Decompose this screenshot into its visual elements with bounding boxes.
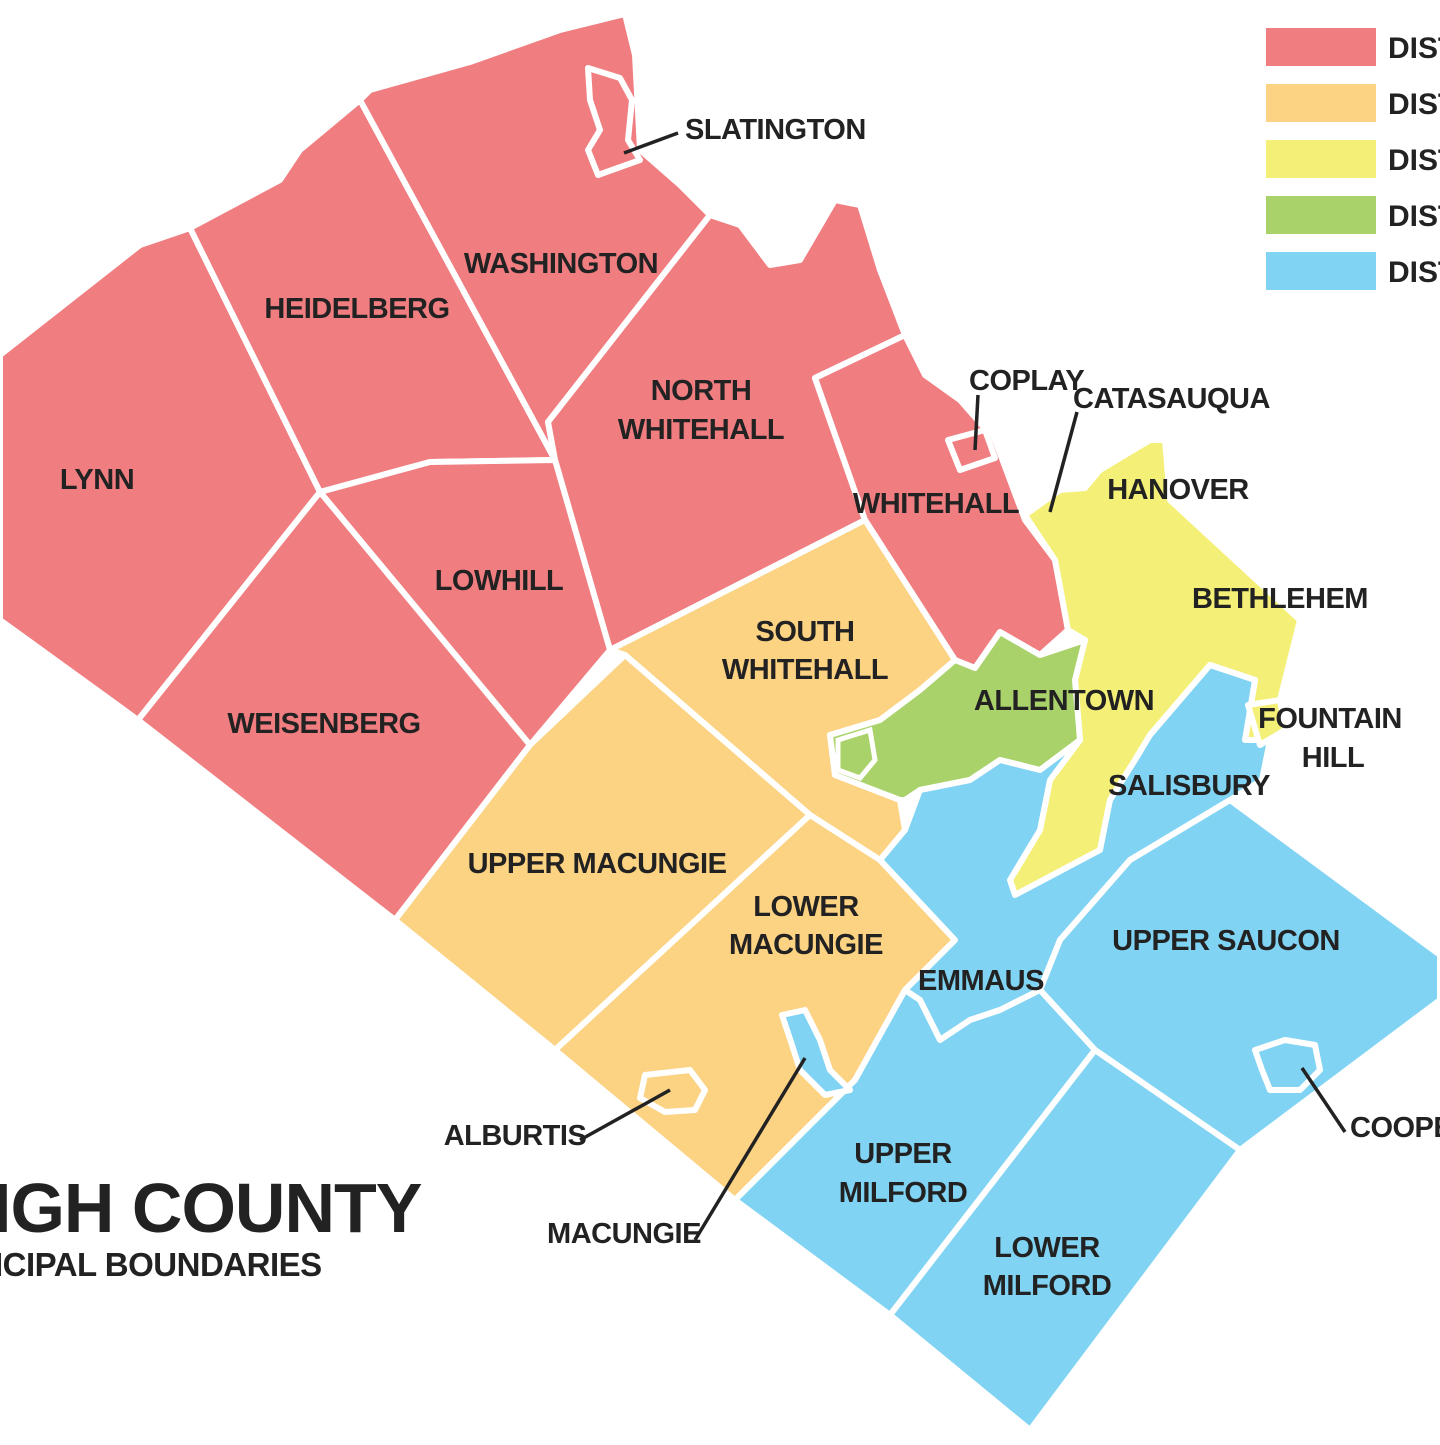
legend-swatch-4 — [1266, 196, 1376, 234]
region-lower-milford — [887, 1047, 1243, 1433]
label-lynn: LYNN — [60, 464, 134, 496]
label-south-whitehall-2: WHITEHALL — [722, 654, 888, 686]
label-bethlehem: BETHLEHEM — [1192, 583, 1368, 615]
label-coopersburg: COOPE — [1350, 1112, 1440, 1144]
label-lower-macungie-2: MACUNGIE — [729, 929, 883, 961]
legend-label-3: DIST — [1388, 144, 1440, 177]
leader-coopersburg — [1300, 1067, 1347, 1133]
region-upper-macungie — [392, 652, 813, 1053]
label-weisenberg: WEISENBERG — [227, 708, 420, 740]
label-slatington: SLATINGTON — [685, 114, 866, 146]
label-heidelberg: HEIDELBERG — [264, 293, 449, 325]
map-subtitle: ICIPAL BOUNDARIES — [0, 1246, 322, 1283]
leader-slatington — [623, 131, 679, 155]
label-upper-milford-1: UPPER — [854, 1138, 952, 1170]
region-macungie — [779, 1007, 853, 1098]
label-catasauqua: CATASAUQUA — [1073, 383, 1270, 415]
leader-macungie — [693, 1057, 807, 1241]
region-alburtis — [637, 1067, 708, 1115]
region-coplay — [945, 427, 998, 473]
legend-swatch-5 — [1266, 252, 1376, 290]
legend-label-5: DIST — [1388, 256, 1440, 289]
label-south-whitehall-1: SOUTH — [756, 616, 855, 648]
label-fountain-hill-2: HILL — [1302, 742, 1364, 774]
label-alburtis: ALBURTIS — [444, 1120, 587, 1152]
label-lower-milford-2: MILFORD — [983, 1270, 1112, 1302]
legend-label-4: DIST — [1388, 200, 1440, 233]
label-emmaus: EMMAUS — [918, 965, 1044, 997]
legend: DIST DIST DIST DIST DIST — [1266, 28, 1440, 290]
legend-swatch-2 — [1266, 84, 1376, 122]
label-north-whitehall-2: WHITEHALL — [618, 414, 784, 446]
label-lower-macungie-1: LOWER — [753, 891, 859, 923]
region-fountain-hill — [1245, 697, 1288, 748]
label-north-whitehall-1: NORTH — [651, 375, 752, 407]
leader-alburtis — [579, 1088, 671, 1142]
region-slatington — [585, 65, 643, 178]
legend-swatch-3 — [1266, 140, 1376, 178]
label-lowhill: LOWHILL — [435, 565, 564, 597]
legend-label-1: DIST — [1388, 32, 1440, 65]
label-hanover: HANOVER — [1107, 474, 1249, 506]
leader-catasauqua — [1048, 411, 1079, 513]
label-macungie: MACUNGIE — [547, 1218, 701, 1250]
label-upper-macungie: UPPER MACUNGIE — [468, 848, 727, 880]
leader-coplay — [973, 394, 980, 451]
label-allentown: ALLENTOWN — [974, 685, 1154, 717]
legend-label-2: DIST — [1388, 88, 1440, 121]
label-whitehall: WHITEHALL — [853, 488, 1019, 520]
label-lower-milford-1: LOWER — [994, 1232, 1100, 1264]
label-upper-milford-2: MILFORD — [839, 1177, 968, 1209]
label-upper-saucon: UPPER SAUCON — [1112, 925, 1340, 957]
map-title: IGH COUNTY — [0, 1169, 422, 1247]
legend-swatch-1 — [1266, 28, 1376, 66]
label-salisbury: SALISBURY — [1108, 770, 1270, 802]
label-coplay: COPLAY — [969, 365, 1084, 397]
label-washington: WASHINGTON — [464, 248, 658, 280]
region-allentown — [827, 629, 1088, 803]
enclave-west-allentown — [835, 726, 878, 781]
label-fountain-hill-1: FOUNTAIN — [1258, 703, 1402, 735]
